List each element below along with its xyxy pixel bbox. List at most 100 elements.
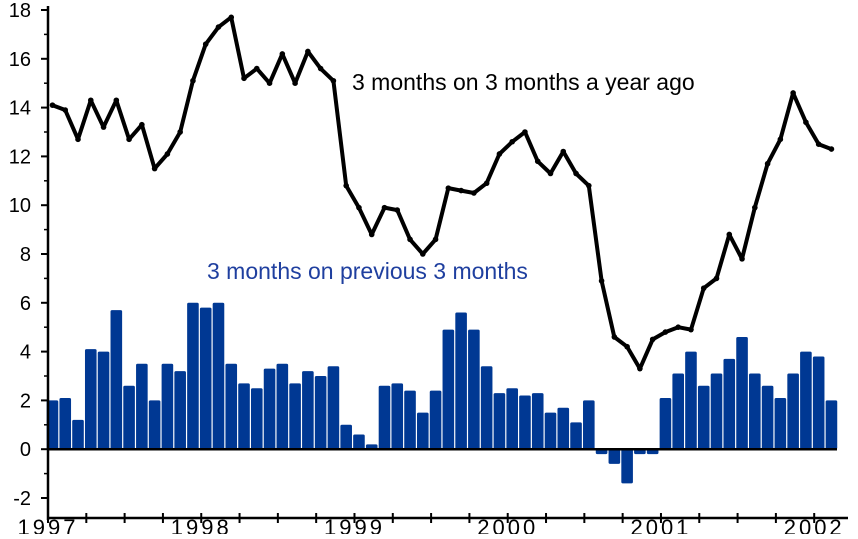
bar xyxy=(97,351,110,450)
line-point xyxy=(330,77,337,84)
bar xyxy=(136,363,148,450)
line-point xyxy=(675,324,681,331)
line-point xyxy=(343,182,349,189)
line-point xyxy=(356,204,362,211)
line-point xyxy=(419,251,426,257)
bar xyxy=(302,371,314,450)
bar xyxy=(761,385,774,450)
line-point xyxy=(560,148,567,155)
bar xyxy=(314,376,327,450)
line-point xyxy=(522,129,528,135)
bar xyxy=(531,393,544,450)
bar xyxy=(378,385,391,450)
line-point xyxy=(534,158,541,165)
bar xyxy=(416,412,429,450)
line-point xyxy=(483,180,490,187)
bar xyxy=(161,363,174,450)
bar xyxy=(621,449,633,484)
y-tick-label: 12 xyxy=(9,146,31,168)
bar xyxy=(429,390,442,450)
line-point xyxy=(649,336,656,343)
line-point xyxy=(139,121,145,128)
bar xyxy=(84,349,97,450)
bar xyxy=(519,395,531,450)
bar xyxy=(59,397,72,450)
y-tick-label: 2 xyxy=(20,390,31,412)
bar xyxy=(468,329,480,450)
bar xyxy=(46,400,59,450)
line-series xyxy=(49,14,835,372)
line-path xyxy=(51,15,833,371)
y-tick-label: 4 xyxy=(20,342,31,364)
line-point xyxy=(100,124,107,130)
bar xyxy=(583,400,595,450)
bar xyxy=(736,336,748,450)
bar xyxy=(123,385,135,450)
bar xyxy=(557,407,570,450)
line-point xyxy=(471,190,477,196)
line-point xyxy=(803,119,809,126)
bar xyxy=(659,397,672,450)
bar xyxy=(480,366,493,450)
line-point xyxy=(215,24,222,30)
bar xyxy=(608,449,621,464)
line-point xyxy=(713,275,720,282)
line-point xyxy=(573,170,579,177)
bar xyxy=(800,351,812,450)
line-point xyxy=(739,256,745,262)
bar xyxy=(212,302,225,450)
y-tick-label: 8 xyxy=(20,244,31,266)
bar xyxy=(710,373,723,450)
line-point xyxy=(509,138,515,145)
line-point xyxy=(202,41,209,47)
bar xyxy=(276,363,289,450)
line-series-label: 3 months on 3 months a year ago xyxy=(352,69,695,95)
bar xyxy=(238,383,250,450)
bar-series xyxy=(46,302,838,484)
bar xyxy=(493,393,506,450)
bar xyxy=(225,363,238,450)
x-tick-label: 1997 xyxy=(18,515,79,534)
line-point xyxy=(458,187,464,194)
bar xyxy=(174,371,186,450)
x-tick-label: 1998 xyxy=(171,515,232,534)
bar xyxy=(672,373,684,450)
line-point xyxy=(496,151,503,157)
bar xyxy=(250,388,263,450)
line-point xyxy=(624,343,630,350)
line-point xyxy=(394,207,401,213)
bar xyxy=(110,310,123,450)
bar xyxy=(697,385,710,450)
line-point xyxy=(547,170,554,177)
bar xyxy=(148,400,161,450)
bar xyxy=(506,388,518,450)
bar xyxy=(685,351,697,450)
line-point xyxy=(815,141,822,147)
bar xyxy=(199,307,212,450)
line-point xyxy=(317,65,324,72)
bar xyxy=(774,397,787,450)
line-point xyxy=(279,51,286,57)
line-point xyxy=(637,365,643,372)
y-tick-label: 14 xyxy=(9,98,31,120)
x-tick-label: 2001 xyxy=(630,515,691,534)
bar xyxy=(570,422,582,450)
line-point xyxy=(700,285,707,291)
y-tick-label: 0 xyxy=(20,439,31,461)
line-point xyxy=(62,107,69,113)
x-tick-label: 1999 xyxy=(324,515,385,534)
line-point xyxy=(126,136,132,143)
line-point xyxy=(688,326,694,333)
line-point xyxy=(586,182,592,189)
bar-series-label: 3 months on previous 3 months xyxy=(207,258,528,284)
bar xyxy=(787,373,799,450)
x-tick-label: 2000 xyxy=(477,515,538,534)
line-point xyxy=(445,185,452,191)
bar xyxy=(442,329,455,450)
line-point xyxy=(726,231,733,238)
bar xyxy=(289,383,301,450)
line-point xyxy=(598,278,605,284)
bar xyxy=(327,366,340,450)
bar xyxy=(340,424,352,450)
